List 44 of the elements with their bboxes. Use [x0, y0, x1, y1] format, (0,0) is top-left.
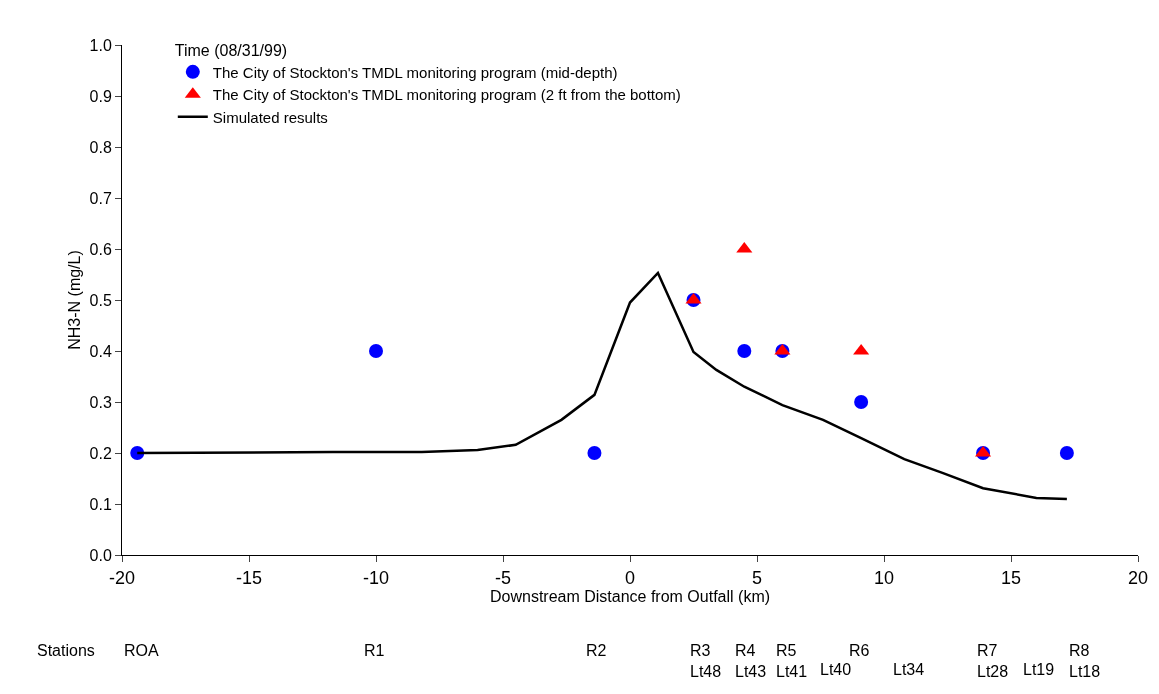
y-tick-label: 0.3	[89, 393, 112, 411]
y-tick-label: 0.0	[89, 546, 112, 564]
y-tick-label: 0.4	[89, 342, 112, 360]
legend-label: Simulated results	[212, 108, 328, 126]
point	[854, 395, 869, 409]
text: R2	[586, 642, 607, 659]
y-tick-label: 0.5	[89, 291, 112, 309]
y-tick-label: 0.8	[89, 138, 112, 156]
point	[587, 446, 602, 460]
point	[737, 344, 752, 358]
y-tick-label: 1.0	[89, 36, 112, 54]
point	[1059, 446, 1074, 460]
text: R8 Lt18	[1069, 642, 1101, 680]
y-tick-label: 0.7	[89, 189, 112, 207]
x-tick-label: 10	[873, 567, 895, 588]
legend-label: The City of Stockton's TMDL monitoring program (2 ft from the bottom)	[212, 86, 681, 104]
x-tick-label: 5	[751, 567, 763, 588]
x-tick-label: 0	[624, 567, 636, 588]
text: Stations	[37, 642, 95, 659]
y-tick-label: 0.1	[89, 495, 112, 513]
legend-title: Time (08/31/99)	[174, 41, 288, 59]
text: R6	[849, 642, 870, 659]
point	[369, 344, 383, 358]
x-tick-label: 20	[1127, 567, 1149, 588]
text: ROA	[124, 642, 159, 659]
y-tick-label: 0.6	[89, 240, 112, 258]
x-tick-label: -10	[362, 567, 390, 588]
text: Lt19	[1023, 661, 1055, 678]
y-tick-label: 0.2	[89, 444, 112, 462]
text: R1	[364, 642, 385, 659]
text: R4 Lt43	[735, 642, 767, 680]
x-tick-label: 15	[1000, 567, 1022, 588]
text: R5 Lt41	[776, 642, 808, 680]
x-axis-title: Downstream Distance from Outfall (km)	[489, 587, 771, 605]
text: R7 Lt28	[977, 642, 1009, 680]
y-axis-title: NH3-N (mg/L)	[66, 250, 83, 350]
legend-label: The City of Stockton's TMDL monitoring program (mid-depth)	[212, 63, 618, 81]
text: R3 Lt48	[690, 642, 722, 680]
x-tick-label: -5	[494, 567, 512, 588]
text: Lt34	[893, 661, 925, 678]
x-tick-label: -20	[108, 567, 136, 588]
y-tick-label: 0.9	[89, 87, 112, 105]
x-tick-label: -15	[235, 567, 263, 588]
text: Lt40	[820, 661, 852, 678]
